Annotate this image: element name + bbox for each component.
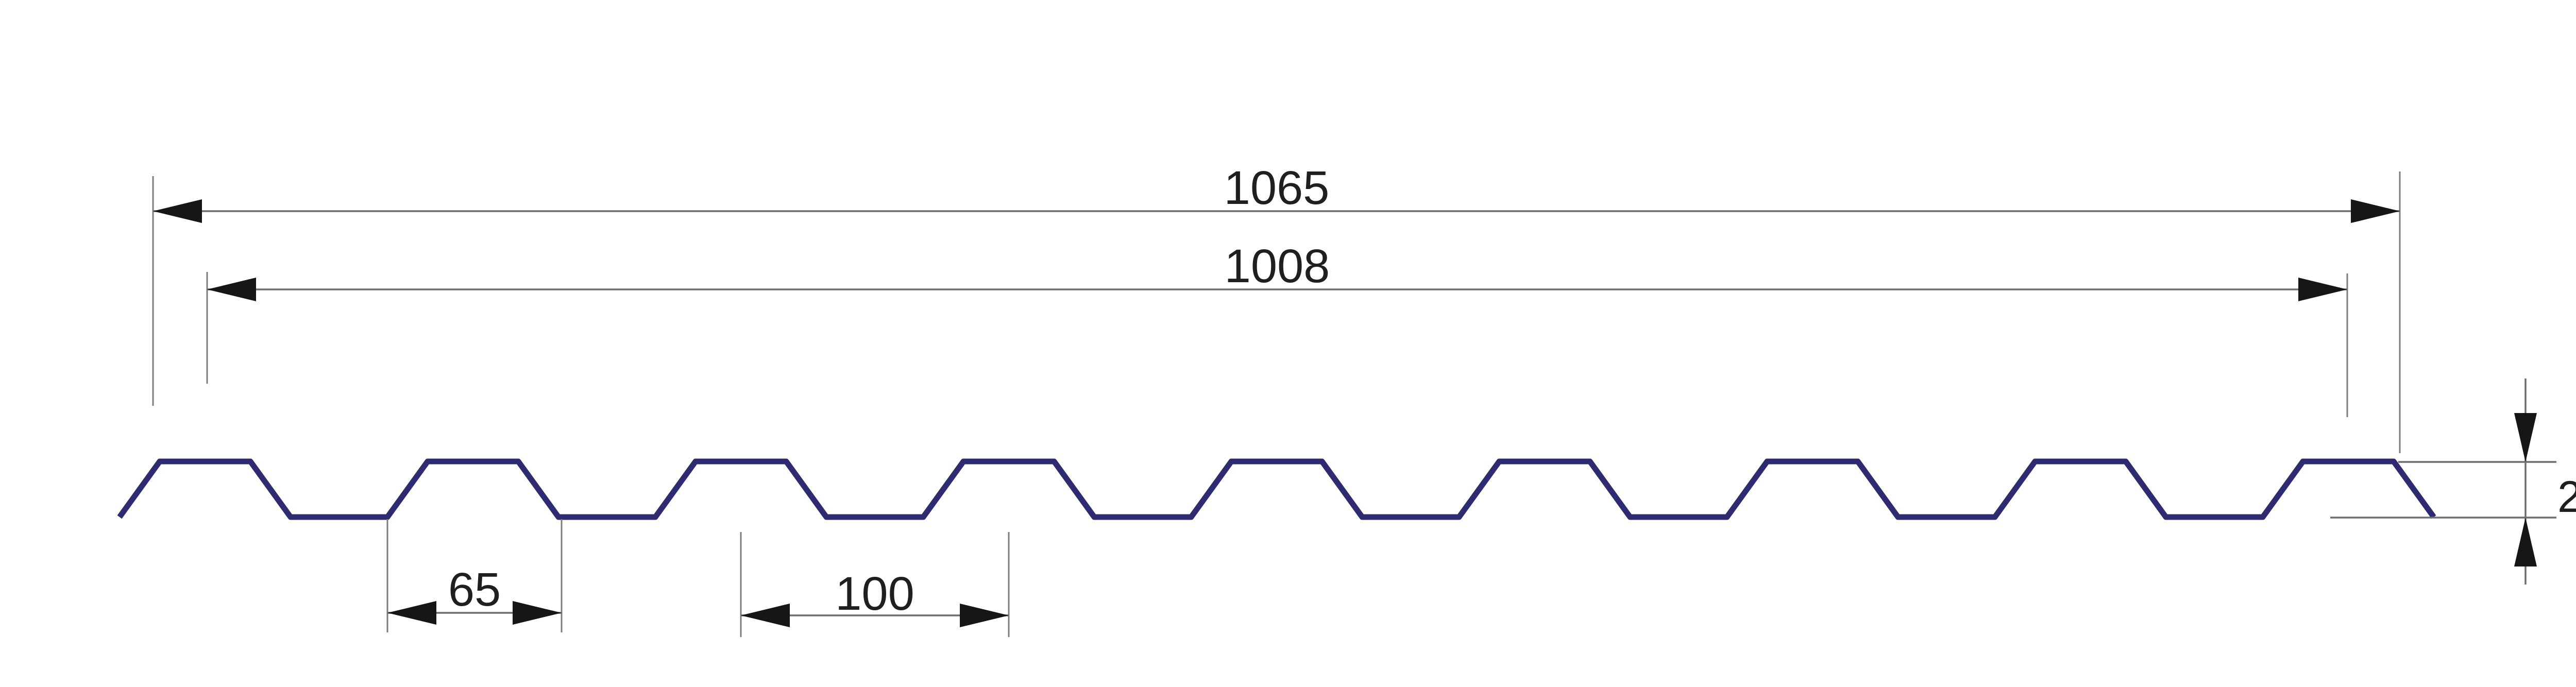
dim-pitch-label: 100: [835, 568, 914, 620]
profile-sheet: [117, 458, 2436, 520]
dim-useful-width: 1008: [206, 240, 2348, 417]
dim-overall-width: 1065: [152, 162, 2401, 453]
dim-pitch-arrow-right: [960, 604, 1009, 627]
dim-overall-label: 1065: [1224, 162, 1330, 214]
dim-height-label: 21 мм: [2557, 472, 2576, 522]
dim-height-arrow-down: [2514, 413, 2537, 462]
dim-useful-arrow-left: [207, 278, 256, 301]
dim-ribbase-arrow-left: [387, 601, 436, 625]
dim-useful-arrow-right: [2298, 278, 2347, 301]
dim-height-arrow-up: [2514, 518, 2537, 566]
dim-profile-height: 21 мм: [2330, 379, 2576, 585]
dim-pitch-arrow-left: [741, 604, 790, 627]
dim-ribbase-arrow-right: [513, 601, 562, 625]
dim-overall-arrow-left: [153, 199, 202, 223]
dim-overall-arrow-right: [2351, 199, 2400, 223]
profile-line: [117, 458, 2436, 520]
dim-rib-base: 65: [386, 519, 563, 632]
dim-useful-label: 1008: [1225, 240, 1330, 293]
dim-rib-pitch: 100: [740, 532, 1010, 637]
dim-ribbase-label: 65: [448, 563, 501, 616]
